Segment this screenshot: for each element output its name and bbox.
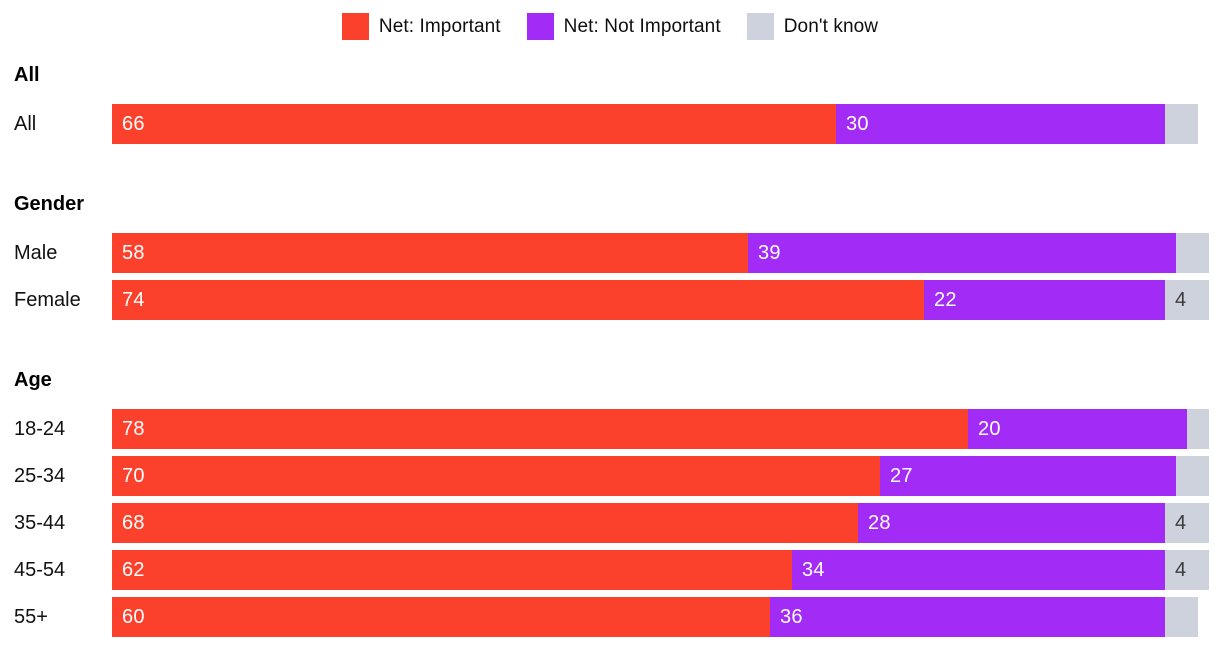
legend-item-net-important: Net: Important xyxy=(341,13,501,40)
bar-segment-net-important: 62 xyxy=(112,550,792,590)
legend-swatch-net-not-important xyxy=(526,13,554,40)
bar-segment-net-important: 74 xyxy=(112,280,924,320)
legend-label-dont-know: Don't know xyxy=(783,15,879,37)
segment-value-label: 62 xyxy=(122,559,145,581)
stacked-bar-chart: All All 66 30 Gender Male 58 39 Female 74 22 4 Age 18… xyxy=(0,64,1220,637)
segment-value-label: 58 xyxy=(122,242,145,264)
stacked-bar-55: 60 36 xyxy=(112,597,1198,637)
bar-segment-don-t-know: 4 xyxy=(1165,503,1209,543)
segment-value-label: 22 xyxy=(934,289,957,311)
segment-value-label: 66 xyxy=(122,113,145,135)
bar-segment-don-t-know xyxy=(1176,456,1209,496)
bar-segment-don-t-know xyxy=(1165,104,1198,144)
segment-value-label: 4 xyxy=(1175,289,1187,311)
bar-row-35-44: 35-44 68 28 4 xyxy=(0,503,1220,543)
bar-segment-net-important: 70 xyxy=(112,456,880,496)
segment-value-label: 78 xyxy=(122,418,145,440)
bar-segment-don-t-know xyxy=(1165,597,1198,637)
segment-value-label: 60 xyxy=(122,606,145,628)
stacked-bar-25-34: 70 27 xyxy=(112,456,1209,496)
legend: Net: Important Net: Not Important Don't … xyxy=(0,0,1220,40)
bar-segment-net-important: 78 xyxy=(112,409,968,449)
segment-value-label: 68 xyxy=(122,512,145,534)
bar-segment-don-t-know xyxy=(1176,233,1209,273)
row-label-female: Female xyxy=(14,289,81,311)
stacked-bar-male: 58 39 xyxy=(112,233,1209,273)
row-label-35-44: 35-44 xyxy=(14,512,66,534)
bar-segment-net-not-important: 30 xyxy=(836,104,1165,144)
legend-label-net-important: Net: Important xyxy=(378,15,501,37)
legend-item-dont-know: Don't know xyxy=(746,13,879,40)
stacked-bar-45-54: 62 34 4 xyxy=(112,550,1209,590)
row-label-18-24: 18-24 xyxy=(14,418,66,440)
group-header-gender: Gender xyxy=(14,193,85,215)
bar-row-male: Male 58 39 xyxy=(0,233,1220,273)
group-header-age: Age xyxy=(14,369,52,391)
segment-value-label: 39 xyxy=(758,242,781,264)
bar-segment-don-t-know xyxy=(1187,409,1209,449)
bar-row-female: Female 74 22 4 xyxy=(0,280,1220,320)
stacked-bar-female: 74 22 4 xyxy=(112,280,1209,320)
bar-segment-net-important: 58 xyxy=(112,233,748,273)
legend-swatch-net-important xyxy=(341,13,369,40)
bar-segment-net-not-important: 39 xyxy=(748,233,1176,273)
stacked-bar-18-24: 78 20 xyxy=(112,409,1209,449)
group-all: All All 66 30 xyxy=(0,64,1220,144)
bar-segment-net-not-important: 20 xyxy=(968,409,1187,449)
segment-value-label: 34 xyxy=(802,559,825,581)
row-label-all: All xyxy=(14,113,37,135)
bar-segment-net-not-important: 27 xyxy=(880,456,1176,496)
bar-row-25-34: 25-34 70 27 xyxy=(0,456,1220,496)
bar-segment-net-important: 66 xyxy=(112,104,836,144)
group-gender: Gender Male 58 39 Female 74 22 4 xyxy=(0,193,1220,320)
segment-value-label: 70 xyxy=(122,465,145,487)
bar-segment-don-t-know: 4 xyxy=(1165,550,1209,590)
row-label-45-54: 45-54 xyxy=(14,559,66,581)
stacked-bar-all: 66 30 xyxy=(112,104,1198,144)
segment-value-label: 4 xyxy=(1175,559,1187,581)
bar-row-45-54: 45-54 62 34 4 xyxy=(0,550,1220,590)
segment-value-label: 20 xyxy=(978,418,1001,440)
segment-value-label: 27 xyxy=(890,465,913,487)
bar-segment-net-not-important: 36 xyxy=(770,597,1165,637)
bar-segment-don-t-know: 4 xyxy=(1165,280,1209,320)
group-header-all: All xyxy=(14,64,40,86)
segment-value-label: 74 xyxy=(122,289,145,311)
bar-row-55: 55+ 60 36 xyxy=(0,597,1220,637)
bar-row-18-24: 18-24 78 20 xyxy=(0,409,1220,449)
segment-value-label: 36 xyxy=(780,606,803,628)
bar-segment-net-not-important: 34 xyxy=(792,550,1165,590)
group-age: Age 18-24 78 20 25-34 70 27 35-44 68 28 4 45-54 62 34… xyxy=(0,369,1220,637)
bar-segment-net-not-important: 22 xyxy=(924,280,1165,320)
segment-value-label: 30 xyxy=(846,113,869,135)
row-label-55: 55+ xyxy=(14,606,48,628)
bar-segment-net-not-important: 28 xyxy=(858,503,1165,543)
legend-item-net-not-important: Net: Not Important xyxy=(526,13,721,40)
legend-label-net-not-important: Net: Not Important xyxy=(563,15,721,37)
bar-segment-net-important: 60 xyxy=(112,597,770,637)
bar-segment-net-important: 68 xyxy=(112,503,858,543)
legend-swatch-dont-know xyxy=(746,13,774,40)
stacked-bar-35-44: 68 28 4 xyxy=(112,503,1209,543)
segment-value-label: 4 xyxy=(1175,512,1187,534)
bar-row-all: All 66 30 xyxy=(0,104,1220,144)
segment-value-label: 28 xyxy=(868,512,891,534)
row-label-male: Male xyxy=(14,242,58,264)
row-label-25-34: 25-34 xyxy=(14,465,66,487)
